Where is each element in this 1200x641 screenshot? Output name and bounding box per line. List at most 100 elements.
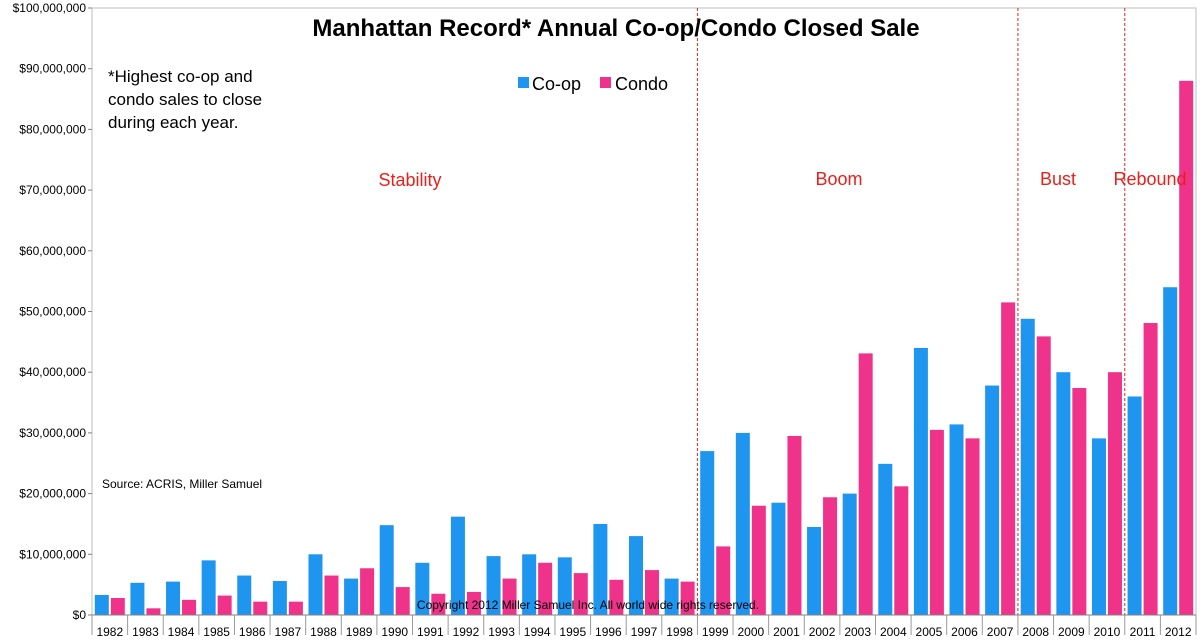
y-tick-label: $40,000,000 (19, 365, 86, 379)
bar-condo-2002 (823, 497, 838, 615)
bar-condo-2004 (894, 486, 909, 615)
bar-condo-2011 (1143, 323, 1158, 615)
bar-coop-1990 (379, 525, 394, 615)
x-tick-label: 2001 (773, 625, 800, 639)
x-tick-label: 2009 (1058, 625, 1085, 639)
bar-coop-2012 (1163, 287, 1178, 615)
copyright-note: Copyright 2012 Miller Samuel Inc. All wo… (417, 598, 759, 612)
bar-condo-2000 (751, 505, 766, 615)
bar-condo-1986 (253, 601, 268, 615)
bar-coop-1999 (700, 451, 715, 615)
x-tick-label: 1997 (631, 625, 658, 639)
bar-coop-1988 (308, 554, 323, 615)
period-label-stability: Stability (378, 170, 441, 190)
bar-condo-1989 (360, 568, 375, 615)
bar-coop-1985 (201, 560, 216, 615)
x-tick-label: 2008 (1022, 625, 1049, 639)
bar-condo-1985 (217, 595, 232, 615)
y-tick-label: $90,000,000 (19, 62, 86, 76)
x-tick-label: 2004 (880, 625, 907, 639)
legend-swatch-condo (600, 77, 611, 88)
bar-condo-2005 (929, 429, 944, 615)
bar-condo-1992 (466, 591, 481, 615)
bar-coop-2004 (878, 463, 893, 615)
period-label-rebound: Rebound (1113, 169, 1186, 189)
bar-condo-1982 (110, 598, 125, 615)
legend-label-coop: Co-op (532, 74, 581, 94)
bar-condo-1991 (431, 593, 446, 615)
x-tick-label: 1992 (453, 625, 480, 639)
footnote-line-2: condo sales to close (108, 90, 262, 109)
bar-condo-1995 (573, 573, 588, 615)
bar-condo-1998 (680, 581, 695, 615)
x-tick-label: 1998 (666, 625, 693, 639)
bar-condo-1996 (609, 579, 624, 615)
x-axis: 1982 1983 1984 1985 1986 1987 1988 1989 1990 1991… (91, 614, 1197, 639)
bar-coop-2006 (949, 424, 964, 615)
bar-coop-2008 (1020, 318, 1035, 615)
bar-coop-1995 (557, 557, 572, 615)
y-tick-label: $30,000,000 (19, 426, 86, 440)
bar-coop-1994 (522, 554, 537, 615)
legend: Co-op Condo (518, 74, 668, 94)
period-label-bust: Bust (1040, 169, 1076, 189)
x-tick-label: 1990 (381, 625, 408, 639)
bar-condo-1988 (324, 575, 339, 615)
x-tick-label: 1986 (239, 625, 266, 639)
bar-coop-2011 (1127, 396, 1142, 615)
y-tick-label: $70,000,000 (19, 183, 86, 197)
x-tick-label: 1982 (96, 625, 123, 639)
bar-coop-2001 (771, 502, 786, 615)
bar-coop-1982 (94, 594, 109, 615)
bars (94, 80, 1194, 616)
bar-coop-2000 (735, 432, 750, 615)
bar-coop-1984 (166, 581, 181, 615)
legend-label-condo: Condo (615, 74, 668, 94)
source-note: Source: ACRIS, Miller Samuel (102, 477, 262, 491)
x-tick-label: 1983 (132, 625, 159, 639)
x-tick-label: 2002 (809, 625, 836, 639)
y-tick-label: $50,000,000 (19, 305, 86, 319)
bar-condo-1997 (645, 570, 659, 615)
bar-condo-2009 (1072, 387, 1087, 615)
x-tick-label: 1988 (310, 625, 337, 639)
bar-condo-1983 (146, 608, 161, 615)
y-tick-label: $100,000,000 (13, 1, 87, 15)
x-tick-label: 1994 (524, 625, 551, 639)
bar-condo-1993 (502, 578, 517, 615)
x-tick-label: 1995 (559, 625, 586, 639)
y-tick-label: $20,000,000 (19, 487, 86, 501)
bar-condo-2001 (787, 435, 802, 615)
x-tick-label: 1985 (203, 625, 230, 639)
bar-coop-1989 (344, 578, 359, 615)
chart-title: Manhattan Record* Annual Co-op/Condo Clo… (312, 15, 919, 42)
period-dividers (696, 8, 1126, 615)
bar-coop-2002 (807, 526, 822, 615)
x-tick-label: 1996 (595, 625, 622, 639)
bar-condo-2007 (1001, 302, 1016, 615)
x-tick-label: 1987 (275, 625, 302, 639)
x-tick-label: 2011 (1130, 625, 1156, 639)
y-axis: $0 $10,000,000 $20,000,000 $30,000,000 $40,0… (13, 1, 92, 622)
bar-coop-1993 (486, 556, 501, 615)
x-tick-label: 2012 (1165, 625, 1192, 639)
bar-coop-2010 (1091, 438, 1106, 615)
bar-condo-2003 (858, 353, 873, 615)
period-labels: Stability Boom Bust Rebound (378, 169, 1186, 190)
period-label-boom: Boom (815, 169, 862, 189)
bar-coop-1987 (272, 581, 287, 615)
bar-condo-2006 (965, 438, 980, 615)
x-tick-label: 1999 (702, 625, 729, 639)
bar-coop-2007 (985, 385, 1000, 615)
bar-condo-1987 (288, 601, 303, 615)
bar-condo-1994 (538, 562, 553, 615)
bar-condo-2010 (1107, 372, 1122, 615)
footnote: *Highest co-op and condo sales to close … (108, 67, 262, 132)
x-tick-label: 1993 (488, 625, 515, 639)
footnote-line-1: *Highest co-op and (108, 67, 253, 86)
footnote-line-3: during each year. (108, 113, 238, 132)
x-tick-label: 2000 (737, 625, 764, 639)
y-tick-label: $10,000,000 (19, 547, 86, 561)
bar-coop-2005 (913, 347, 928, 615)
legend-swatch-coop (518, 77, 529, 88)
